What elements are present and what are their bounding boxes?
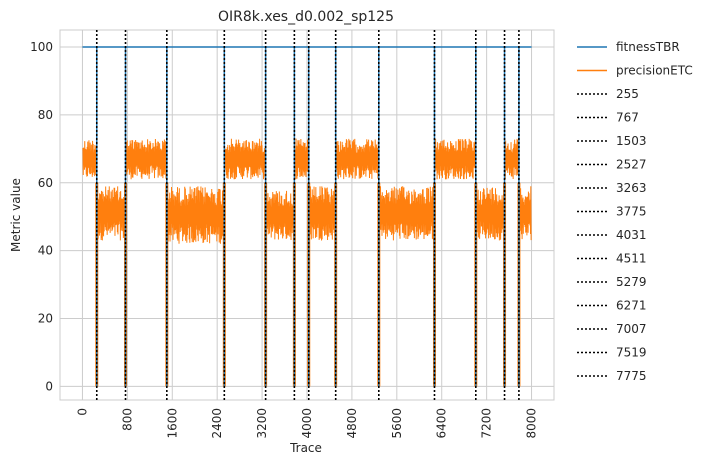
precisionETC-segment xyxy=(475,187,505,241)
legend-label: 767 xyxy=(616,111,639,125)
legend-label: 4511 xyxy=(616,252,647,266)
x-tick-label: 3200 xyxy=(255,408,269,439)
x-tick-label: 800 xyxy=(120,408,134,431)
legend-label: 3775 xyxy=(616,205,647,219)
x-axis-label: Trace xyxy=(289,441,322,455)
y-axis-ticks: 0 20 40 60 80 100 xyxy=(30,40,53,393)
legend-label: 4031 xyxy=(616,228,647,242)
legend-label: 7007 xyxy=(616,322,647,336)
change-point-lines xyxy=(95,30,520,400)
precisionETC-segment xyxy=(224,138,266,180)
legend-label: precisionETC xyxy=(616,64,693,78)
precisionETC-segment xyxy=(166,186,225,244)
x-tick-label: 8000 xyxy=(525,408,539,439)
x-tick-label: 6400 xyxy=(435,408,449,439)
x-tick-label: 2400 xyxy=(210,408,224,439)
grid xyxy=(60,30,554,400)
y-tick-label: 0 xyxy=(45,379,53,393)
precisionETC-segment xyxy=(82,140,97,177)
legend-label: 3263 xyxy=(616,181,647,195)
precisionETC-segment xyxy=(294,138,309,180)
precisionETC-segment xyxy=(434,138,476,180)
precisionETC-segment xyxy=(378,186,435,241)
y-tick-label: 60 xyxy=(38,176,53,190)
legend-label: fitnessTBR xyxy=(616,40,680,54)
x-tick-label: 7200 xyxy=(480,408,494,439)
precisionETC-segment xyxy=(504,138,520,180)
chart-title: OIR8k.xes_d0.002_sp125 xyxy=(218,9,394,25)
precisionETC-segment xyxy=(96,186,126,241)
legend-label: 255 xyxy=(616,87,639,101)
legend-label: 7519 xyxy=(616,346,647,360)
y-tick-label: 100 xyxy=(30,40,53,54)
precisionETC-segment xyxy=(335,138,379,180)
legend: fitnessTBR precisionETC 255 767 1503 2527 3263… xyxy=(577,40,693,383)
precisionETC-segment xyxy=(308,186,336,241)
legend-label: 7775 xyxy=(616,369,647,383)
y-axis-label: Metric value xyxy=(9,178,23,252)
legend-label: 2527 xyxy=(616,158,647,172)
y-tick-label: 20 xyxy=(38,312,53,326)
legend-label: 1503 xyxy=(616,134,647,148)
x-tick-label: 1600 xyxy=(165,408,179,439)
legend-label: 5279 xyxy=(616,275,647,289)
y-tick-label: 80 xyxy=(38,108,53,122)
x-axis-ticks: 0 800 1600 2400 3200 4000 4800 5600 6400 7200 8000 xyxy=(75,408,538,439)
x-tick-label: 4800 xyxy=(345,408,359,439)
y-tick-label: 40 xyxy=(38,244,53,258)
x-tick-label: 0 xyxy=(75,408,89,416)
precisionETC-segment xyxy=(125,138,168,180)
x-tick-label: 4000 xyxy=(300,408,314,439)
precisionETC-segment xyxy=(518,186,532,241)
x-tick-label: 5600 xyxy=(390,408,404,439)
legend-label: 6271 xyxy=(616,299,647,313)
precisionETC-segment xyxy=(265,190,295,240)
